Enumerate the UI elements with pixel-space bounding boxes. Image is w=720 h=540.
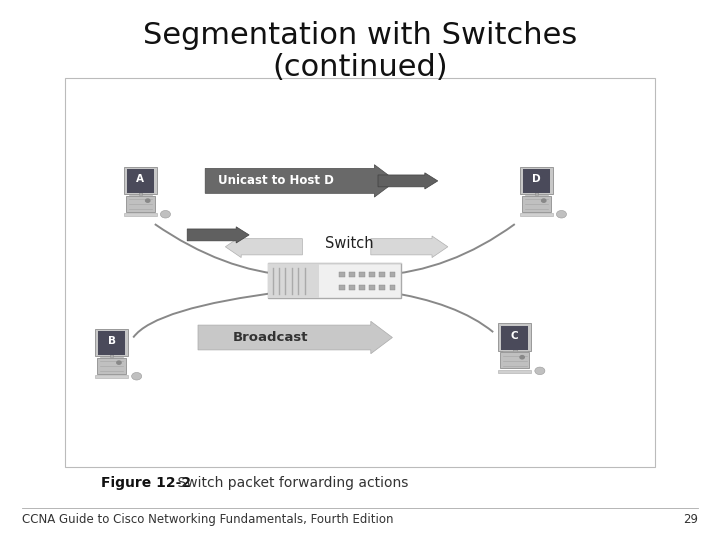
Text: CCNA Guide to Cisco Networking Fundamentals, Fourth Edition: CCNA Guide to Cisco Networking Fundament… bbox=[22, 513, 393, 526]
FancyArrow shape bbox=[187, 227, 249, 243]
FancyBboxPatch shape bbox=[523, 169, 550, 193]
Bar bbox=[124, 213, 157, 216]
Text: Figure 12-2: Figure 12-2 bbox=[101, 476, 191, 490]
Text: Switch packet forwarding actions: Switch packet forwarding actions bbox=[160, 476, 408, 490]
Text: 29: 29 bbox=[683, 513, 698, 526]
Circle shape bbox=[557, 211, 567, 218]
FancyBboxPatch shape bbox=[98, 331, 125, 355]
Bar bbox=[359, 285, 365, 290]
FancyArrow shape bbox=[205, 165, 396, 197]
Bar bbox=[535, 191, 538, 196]
Bar bbox=[513, 347, 516, 353]
FancyArrow shape bbox=[378, 173, 438, 189]
FancyBboxPatch shape bbox=[520, 167, 553, 194]
Bar bbox=[359, 272, 365, 277]
Bar bbox=[339, 272, 345, 277]
FancyArrow shape bbox=[225, 236, 302, 258]
FancyBboxPatch shape bbox=[501, 326, 528, 349]
FancyBboxPatch shape bbox=[95, 329, 128, 356]
Bar bbox=[349, 285, 355, 290]
Text: Segmentation with Switches: Segmentation with Switches bbox=[143, 21, 577, 50]
Bar bbox=[379, 285, 385, 290]
FancyBboxPatch shape bbox=[269, 263, 402, 298]
FancyBboxPatch shape bbox=[269, 263, 319, 298]
Bar bbox=[95, 375, 128, 378]
Bar bbox=[349, 272, 355, 277]
Text: (continued): (continued) bbox=[272, 53, 448, 82]
FancyBboxPatch shape bbox=[127, 169, 154, 193]
Text: Switch: Switch bbox=[325, 235, 374, 251]
Bar bbox=[390, 285, 395, 290]
Bar bbox=[379, 272, 385, 277]
Circle shape bbox=[132, 373, 142, 380]
Text: A: A bbox=[136, 174, 145, 184]
FancyBboxPatch shape bbox=[124, 167, 157, 194]
Text: Broadcast: Broadcast bbox=[233, 331, 308, 344]
FancyBboxPatch shape bbox=[126, 196, 155, 212]
Bar bbox=[369, 272, 375, 277]
Text: Unicast to Host D: Unicast to Host D bbox=[218, 174, 334, 187]
FancyBboxPatch shape bbox=[522, 196, 551, 212]
Text: B: B bbox=[107, 336, 116, 346]
Circle shape bbox=[535, 367, 545, 375]
Bar bbox=[139, 191, 142, 196]
Circle shape bbox=[541, 199, 546, 202]
Bar bbox=[339, 285, 345, 290]
FancyArrow shape bbox=[198, 321, 392, 354]
FancyBboxPatch shape bbox=[97, 358, 126, 374]
Circle shape bbox=[145, 199, 150, 202]
Bar bbox=[390, 272, 395, 277]
Bar bbox=[110, 353, 113, 358]
Circle shape bbox=[161, 211, 171, 218]
Text: D: D bbox=[532, 174, 541, 184]
Text: C: C bbox=[511, 330, 518, 341]
FancyArrow shape bbox=[371, 236, 448, 258]
Bar bbox=[498, 370, 531, 373]
Bar bbox=[369, 285, 375, 290]
Circle shape bbox=[117, 361, 121, 365]
Circle shape bbox=[520, 356, 524, 359]
FancyBboxPatch shape bbox=[498, 323, 531, 350]
FancyBboxPatch shape bbox=[500, 353, 529, 368]
Bar bbox=[520, 213, 553, 216]
